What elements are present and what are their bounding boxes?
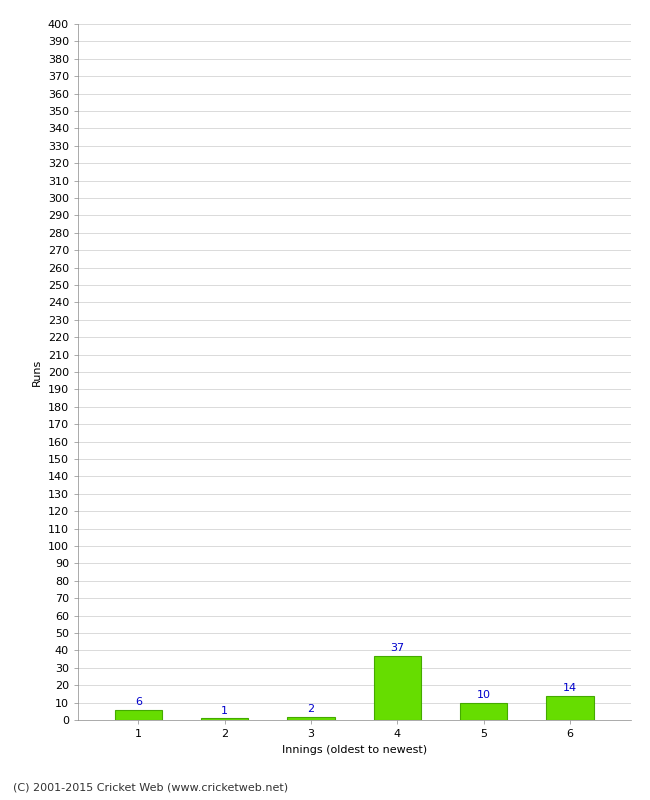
Text: 37: 37 <box>391 643 404 653</box>
Bar <box>460 702 508 720</box>
Bar <box>547 696 594 720</box>
Y-axis label: Runs: Runs <box>32 358 42 386</box>
Text: 10: 10 <box>476 690 491 700</box>
Bar <box>201 718 248 720</box>
Text: 6: 6 <box>135 697 142 707</box>
Text: 1: 1 <box>221 706 228 716</box>
Text: 14: 14 <box>563 683 577 693</box>
X-axis label: Innings (oldest to newest): Innings (oldest to newest) <box>281 745 427 754</box>
Bar <box>287 717 335 720</box>
Bar <box>114 710 162 720</box>
Text: (C) 2001-2015 Cricket Web (www.cricketweb.net): (C) 2001-2015 Cricket Web (www.cricketwe… <box>13 782 288 792</box>
Bar <box>374 656 421 720</box>
Text: 2: 2 <box>307 704 315 714</box>
